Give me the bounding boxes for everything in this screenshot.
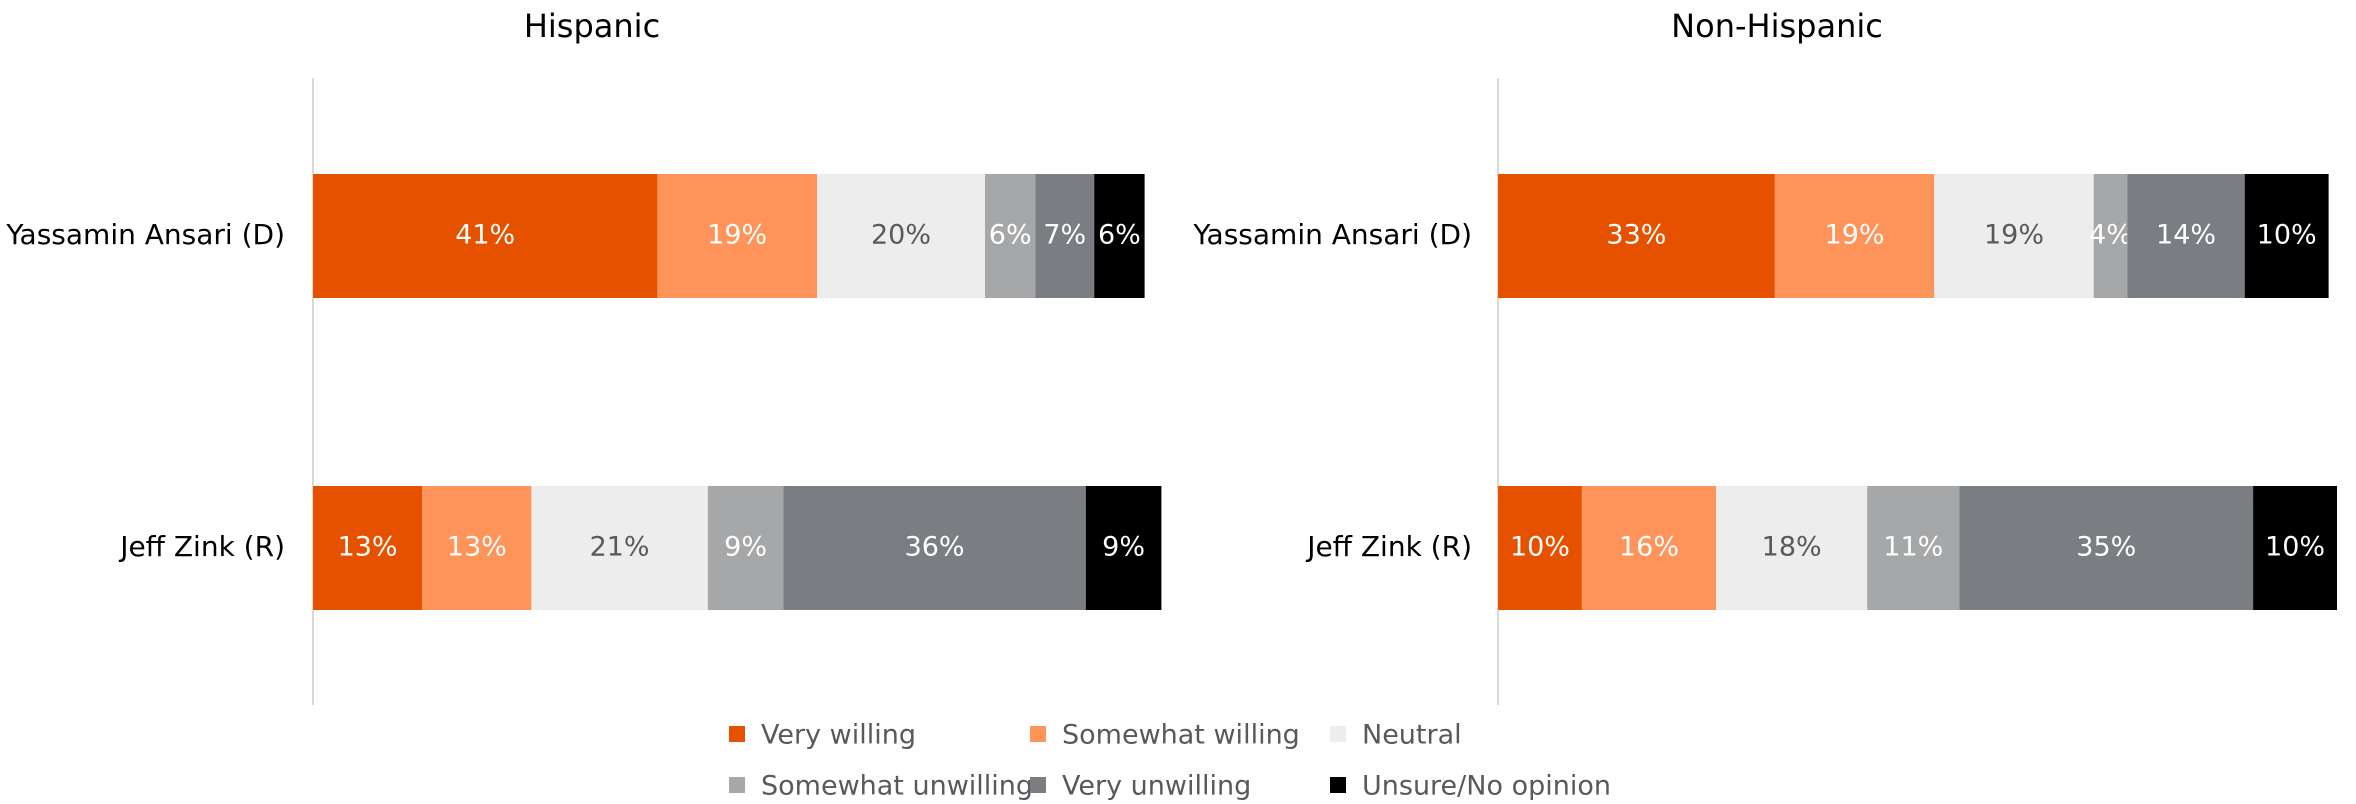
bar-segment	[1498, 486, 1582, 610]
bar-segment	[531, 486, 708, 610]
bar-segment	[1774, 174, 1935, 298]
data-label: 20%	[871, 220, 931, 251]
data-label: 7%	[1043, 220, 1086, 251]
bar-segment	[985, 174, 1036, 298]
bar-segment	[422, 486, 532, 610]
bar-segment	[2093, 174, 2128, 298]
legend-label: Very unwilling	[1062, 771, 1251, 802]
data-label: 14%	[2156, 220, 2216, 251]
category-label: Jeff Zink (R)	[1305, 530, 1472, 563]
bar-segment	[1867, 486, 1960, 610]
data-label: 18%	[1762, 532, 1822, 563]
legend-swatch	[729, 777, 745, 793]
bar-segment	[1035, 174, 1095, 298]
bar-segment	[707, 486, 784, 610]
chart-title: Hispanic	[524, 7, 660, 45]
data-label: 19%	[1825, 220, 1885, 251]
bar-segment	[1498, 174, 1775, 298]
legend-swatch	[1030, 777, 1046, 793]
data-label: 19%	[707, 220, 767, 251]
legend-label: Very willing	[761, 720, 916, 751]
data-label: 21%	[590, 532, 650, 563]
legend-label: Somewhat unwilling	[761, 771, 1033, 802]
legend-swatch	[1330, 726, 1346, 742]
bar-segment	[1581, 486, 1717, 610]
data-label: 6%	[1098, 220, 1141, 251]
category-label: Yassamin Ansari (D)	[1192, 218, 1472, 251]
bar-segment	[657, 174, 817, 298]
data-label: 36%	[905, 532, 965, 563]
legend-swatch	[1330, 777, 1346, 793]
data-label: 33%	[1606, 220, 1666, 251]
bar-segment	[1094, 174, 1145, 298]
bar-segment	[1934, 174, 2094, 298]
data-label: 4%	[2089, 220, 2132, 251]
data-label: 16%	[1619, 532, 1679, 563]
category-label: Jeff Zink (R)	[118, 530, 285, 563]
data-label: 10%	[2257, 220, 2317, 251]
category-label: Yassamin Ansari (D)	[5, 218, 285, 251]
legend-swatch	[1030, 726, 1046, 742]
legend-label: Neutral	[1362, 720, 1462, 751]
data-label: 6%	[989, 220, 1032, 251]
bar-segment	[1085, 486, 1162, 610]
bar-segment	[2244, 174, 2329, 298]
legend-label: Unsure/No opinion	[1362, 771, 1611, 802]
bar-segment	[817, 174, 985, 298]
data-label: 9%	[1102, 532, 1145, 563]
data-label: 10%	[1510, 532, 1570, 563]
data-label: 9%	[724, 532, 767, 563]
legend-label: Somewhat willing	[1062, 720, 1300, 751]
data-label: 35%	[2076, 532, 2136, 563]
bar-segment	[2127, 174, 2245, 298]
bar-segment	[1959, 486, 2254, 610]
data-label: 41%	[455, 220, 515, 251]
legend-swatch	[729, 726, 745, 742]
data-label: 13%	[338, 532, 398, 563]
data-label: 19%	[1984, 220, 2044, 251]
bar-segment	[2253, 486, 2337, 610]
data-label: 11%	[1883, 532, 1943, 563]
bar-segment	[313, 486, 423, 610]
chart-title: Non-Hispanic	[1671, 7, 1883, 45]
bar-segment	[1716, 486, 1868, 610]
data-label: 13%	[447, 532, 507, 563]
data-label: 10%	[2265, 532, 2325, 563]
bar-segment	[313, 174, 658, 298]
bar-segment	[783, 486, 1086, 610]
